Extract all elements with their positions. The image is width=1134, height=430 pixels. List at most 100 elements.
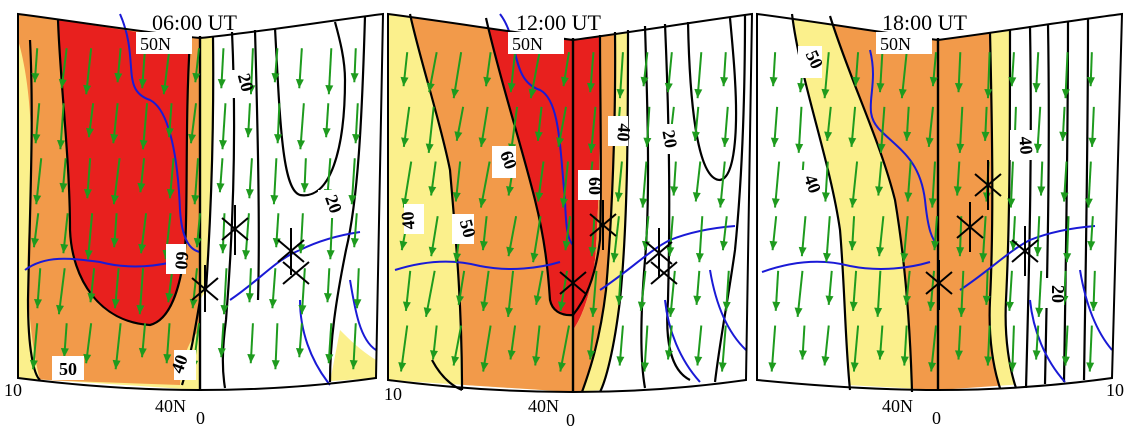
green-arrow-icon <box>325 323 334 364</box>
green-arrow-icon <box>665 325 673 360</box>
green-arrow-icon <box>60 323 69 358</box>
green-arrow-icon <box>400 52 409 87</box>
green-arrow-icon <box>297 213 306 254</box>
contour-label: 20 <box>321 192 346 216</box>
green-arrow-icon <box>587 325 596 360</box>
green-arrow-icon <box>794 270 804 317</box>
label-bg <box>654 124 676 154</box>
green-arrow-icon <box>398 325 409 372</box>
green-arrow-icon <box>928 161 937 208</box>
coastline-adriatic <box>1029 299 1066 383</box>
label-bg <box>492 146 516 178</box>
contour-50 <box>828 15 914 393</box>
lat-top-label: 50N <box>880 34 911 54</box>
green-arrow-icon <box>83 323 93 364</box>
label-bg <box>166 244 186 274</box>
green-arrow-icon <box>1063 216 1072 263</box>
green-arrow-icon <box>507 52 517 93</box>
green-arrow-icon <box>426 52 438 93</box>
x-cross-icon <box>589 200 617 250</box>
contour-label: 60 <box>496 148 521 172</box>
green-arrow-icon <box>451 325 463 366</box>
contour-label: 60 <box>585 177 605 195</box>
green-arrow-icon <box>110 103 119 144</box>
green-arrow-icon <box>58 48 68 89</box>
green-arrow-icon <box>1087 216 1096 251</box>
green-arrow-icon <box>1008 52 1017 87</box>
green-arrow-icon <box>216 158 225 193</box>
green-arrow-icon <box>1088 106 1097 147</box>
map-panel-0600: 06:00 UT 50N 40N 10 0 20 20 60 40 50 <box>4 10 385 428</box>
green-arrow-icon <box>874 270 883 317</box>
green-arrow-icon <box>110 213 119 248</box>
green-arrow-icon <box>768 325 777 372</box>
contour-15 <box>1082 17 1090 381</box>
green-arrow-icon <box>957 270 966 317</box>
label-bg <box>578 170 600 200</box>
green-arrow-icon <box>984 52 993 99</box>
green-arrow-icon <box>1005 270 1014 311</box>
green-arrow-icon <box>430 325 438 360</box>
green-arrow-icon <box>876 216 885 257</box>
green-arrow-icon <box>1035 270 1044 317</box>
green-arrow-icon <box>530 216 542 263</box>
band-50-60-right <box>573 32 616 392</box>
green-arrow-icon <box>1033 216 1042 257</box>
green-arrow-icon <box>295 323 304 358</box>
contour-label: 60 <box>171 251 192 271</box>
green-arrow-icon <box>425 106 435 153</box>
label-bg <box>1042 278 1064 308</box>
contour-40-b <box>988 31 1002 389</box>
x-cross-icon <box>1011 226 1039 276</box>
green-arrow-icon <box>534 106 543 141</box>
contour-50 <box>408 13 464 391</box>
x-cross-icon <box>974 160 1002 210</box>
green-arrow-icon <box>428 161 437 196</box>
green-arrow-icon <box>350 213 359 248</box>
green-arrow-icon <box>848 216 857 251</box>
green-arrow-icon <box>31 213 40 248</box>
contour-20 <box>1062 21 1070 383</box>
green-arrow-icon <box>189 268 198 309</box>
contour-25 <box>253 29 260 301</box>
green-arrow-icon <box>823 216 831 263</box>
green-arrow-icon <box>507 325 517 360</box>
green-arrow-icon <box>138 48 147 89</box>
green-arrow-icon <box>402 270 412 311</box>
green-arrow-icon <box>587 106 597 153</box>
coastline-north <box>869 49 939 246</box>
x-cross-icon <box>925 260 953 310</box>
green-arrow-icon <box>954 325 963 360</box>
green-arrow-icon <box>188 103 197 144</box>
green-arrow-icon <box>297 103 306 150</box>
green-arrow-icon <box>269 268 278 309</box>
lon-center-label: 0 <box>932 408 941 428</box>
green-arrow-icon <box>300 158 309 193</box>
green-arrow-icon <box>423 270 436 318</box>
contour-40-b <box>204 35 215 291</box>
green-arrow-icon <box>1032 325 1041 360</box>
green-arrow-icon <box>528 52 541 99</box>
green-arrow-icon <box>138 323 147 358</box>
green-arrow-icon <box>478 106 489 148</box>
green-arrow-icon <box>1061 52 1070 99</box>
green-arrow-icon <box>900 216 909 263</box>
green-arrow-icon <box>480 270 490 312</box>
green-arrow-icon <box>979 216 988 263</box>
green-arrow-icon <box>270 158 279 205</box>
green-arrow-icon <box>1059 106 1068 141</box>
green-arrow-icon <box>83 48 93 95</box>
contour-30 <box>1024 25 1032 389</box>
contour-40 <box>599 29 630 393</box>
green-arrow-icon <box>111 268 120 309</box>
green-arrow-icon <box>298 268 307 315</box>
green-arrow-icon <box>720 52 729 87</box>
green-arrow-icon <box>640 52 649 87</box>
green-arrow-icon <box>586 52 595 93</box>
contour-50-b <box>580 31 617 393</box>
contour-label: 20 <box>234 71 258 94</box>
x-cross-icon <box>650 261 678 285</box>
contour-40-sw <box>431 359 463 392</box>
band-40-50-right <box>200 36 214 300</box>
map-panel-1200: 12:00 UT 50N 40N 10 0 40 20 60 60 40 50 <box>384 10 754 430</box>
